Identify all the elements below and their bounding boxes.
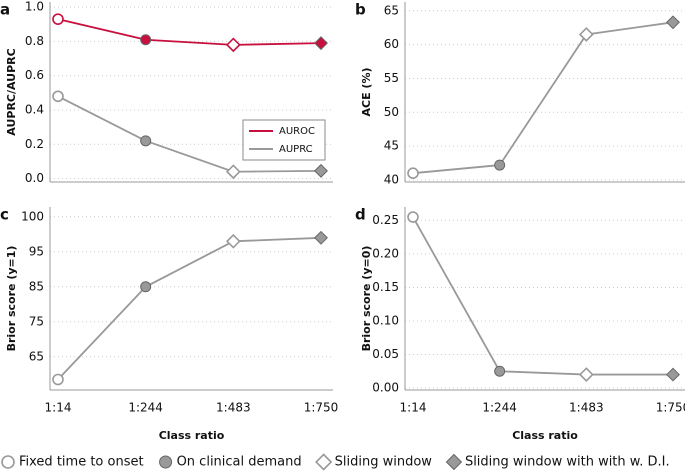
panel-label: b: [355, 1, 366, 19]
y-tick-label: 60: [384, 37, 399, 51]
marker: [578, 367, 594, 382]
panel-label: a: [0, 1, 10, 19]
y-tick-label: 75: [29, 314, 44, 328]
y-tick-label: 0.20: [372, 246, 399, 260]
y-tick-label: 85: [29, 279, 44, 293]
marker: [314, 230, 328, 245]
legend-label: Sliding window: [335, 455, 433, 470]
y-tick-label: 100: [21, 209, 44, 223]
y-axis-label: Brior score (y=1): [5, 246, 18, 352]
y-tick-label: 0.6: [25, 68, 44, 82]
x-tick-label: 1:244: [482, 401, 517, 415]
y-axis-label: AUPRC/AUPRC: [5, 48, 18, 135]
x-tick-label: 1:750: [656, 401, 685, 415]
legend-label: Fixed time to onset: [19, 455, 144, 470]
y-tick-label: 0.4: [25, 103, 44, 117]
marker: [314, 36, 328, 51]
legend-marker: [315, 453, 333, 471]
marker: [52, 90, 64, 103]
series-line: [412, 21, 674, 175]
marker: [407, 167, 419, 180]
x-axis-label: Class ratio: [512, 429, 578, 442]
y-tick-label: 0.15: [372, 280, 399, 294]
marker: [225, 164, 241, 180]
y-tick-label: 0.0: [25, 171, 44, 185]
x-tick-label: 1:483: [216, 401, 251, 415]
legend-label: AUPRC: [279, 144, 313, 155]
marker: [494, 159, 506, 171]
y-tick-label: 65: [29, 349, 44, 363]
series-line: [412, 216, 673, 376]
x-tick-label: 1:14: [45, 401, 72, 415]
x-tick-label: 1:483: [569, 401, 604, 415]
legend-label: AUROC: [279, 126, 315, 137]
marker: [225, 37, 241, 53]
marker: [52, 373, 64, 386]
marker: [666, 367, 680, 382]
marker: [494, 365, 506, 377]
marker: [52, 13, 64, 25]
marker: [407, 211, 419, 223]
legend-box: [242, 119, 326, 161]
x-tick-label: 1:750: [304, 401, 339, 415]
y-axis-label: Brior score (y=0): [360, 246, 373, 352]
marker: [578, 27, 594, 42]
series-line: [57, 18, 322, 46]
legend-marker: [159, 455, 173, 469]
panel-label: c: [0, 206, 9, 224]
x-tick-label: 1:14: [400, 401, 427, 415]
marker: [140, 34, 152, 46]
marker: [225, 233, 241, 249]
y-tick-label: 0.8: [25, 34, 44, 48]
legend-marker: [1, 455, 15, 469]
x-tick-label: 1:244: [128, 401, 163, 415]
marker: [140, 281, 152, 293]
y-axis-label: ACE (%): [360, 67, 373, 116]
legend-label: On clinical demand: [177, 455, 302, 470]
y-tick-label: 1.0: [25, 0, 44, 14]
y-tick-label: 45: [384, 139, 399, 153]
series-line: [57, 95, 322, 173]
y-tick-label: 0.25: [372, 213, 399, 227]
y-tick-label: 65: [384, 3, 399, 17]
y-tick-label: 55: [384, 71, 399, 85]
y-tick-label: 0.10: [372, 313, 399, 327]
y-tick-label: 95: [29, 244, 44, 258]
marker: [314, 163, 328, 178]
panel-label: d: [355, 206, 366, 224]
y-tick-label: 0.00: [372, 380, 399, 394]
legend-marker: [445, 453, 463, 471]
y-tick-label: 40: [384, 172, 399, 186]
marker: [140, 135, 152, 147]
y-tick-label: 0.05: [372, 347, 399, 361]
y-tick-label: 50: [384, 105, 399, 119]
y-tick-label: 0.2: [25, 137, 44, 151]
legend-label: Sliding window with with w. D.I.: [465, 455, 670, 470]
marker: [666, 15, 680, 30]
x-axis-label: Class ratio: [159, 429, 225, 442]
series-line: [57, 236, 322, 381]
